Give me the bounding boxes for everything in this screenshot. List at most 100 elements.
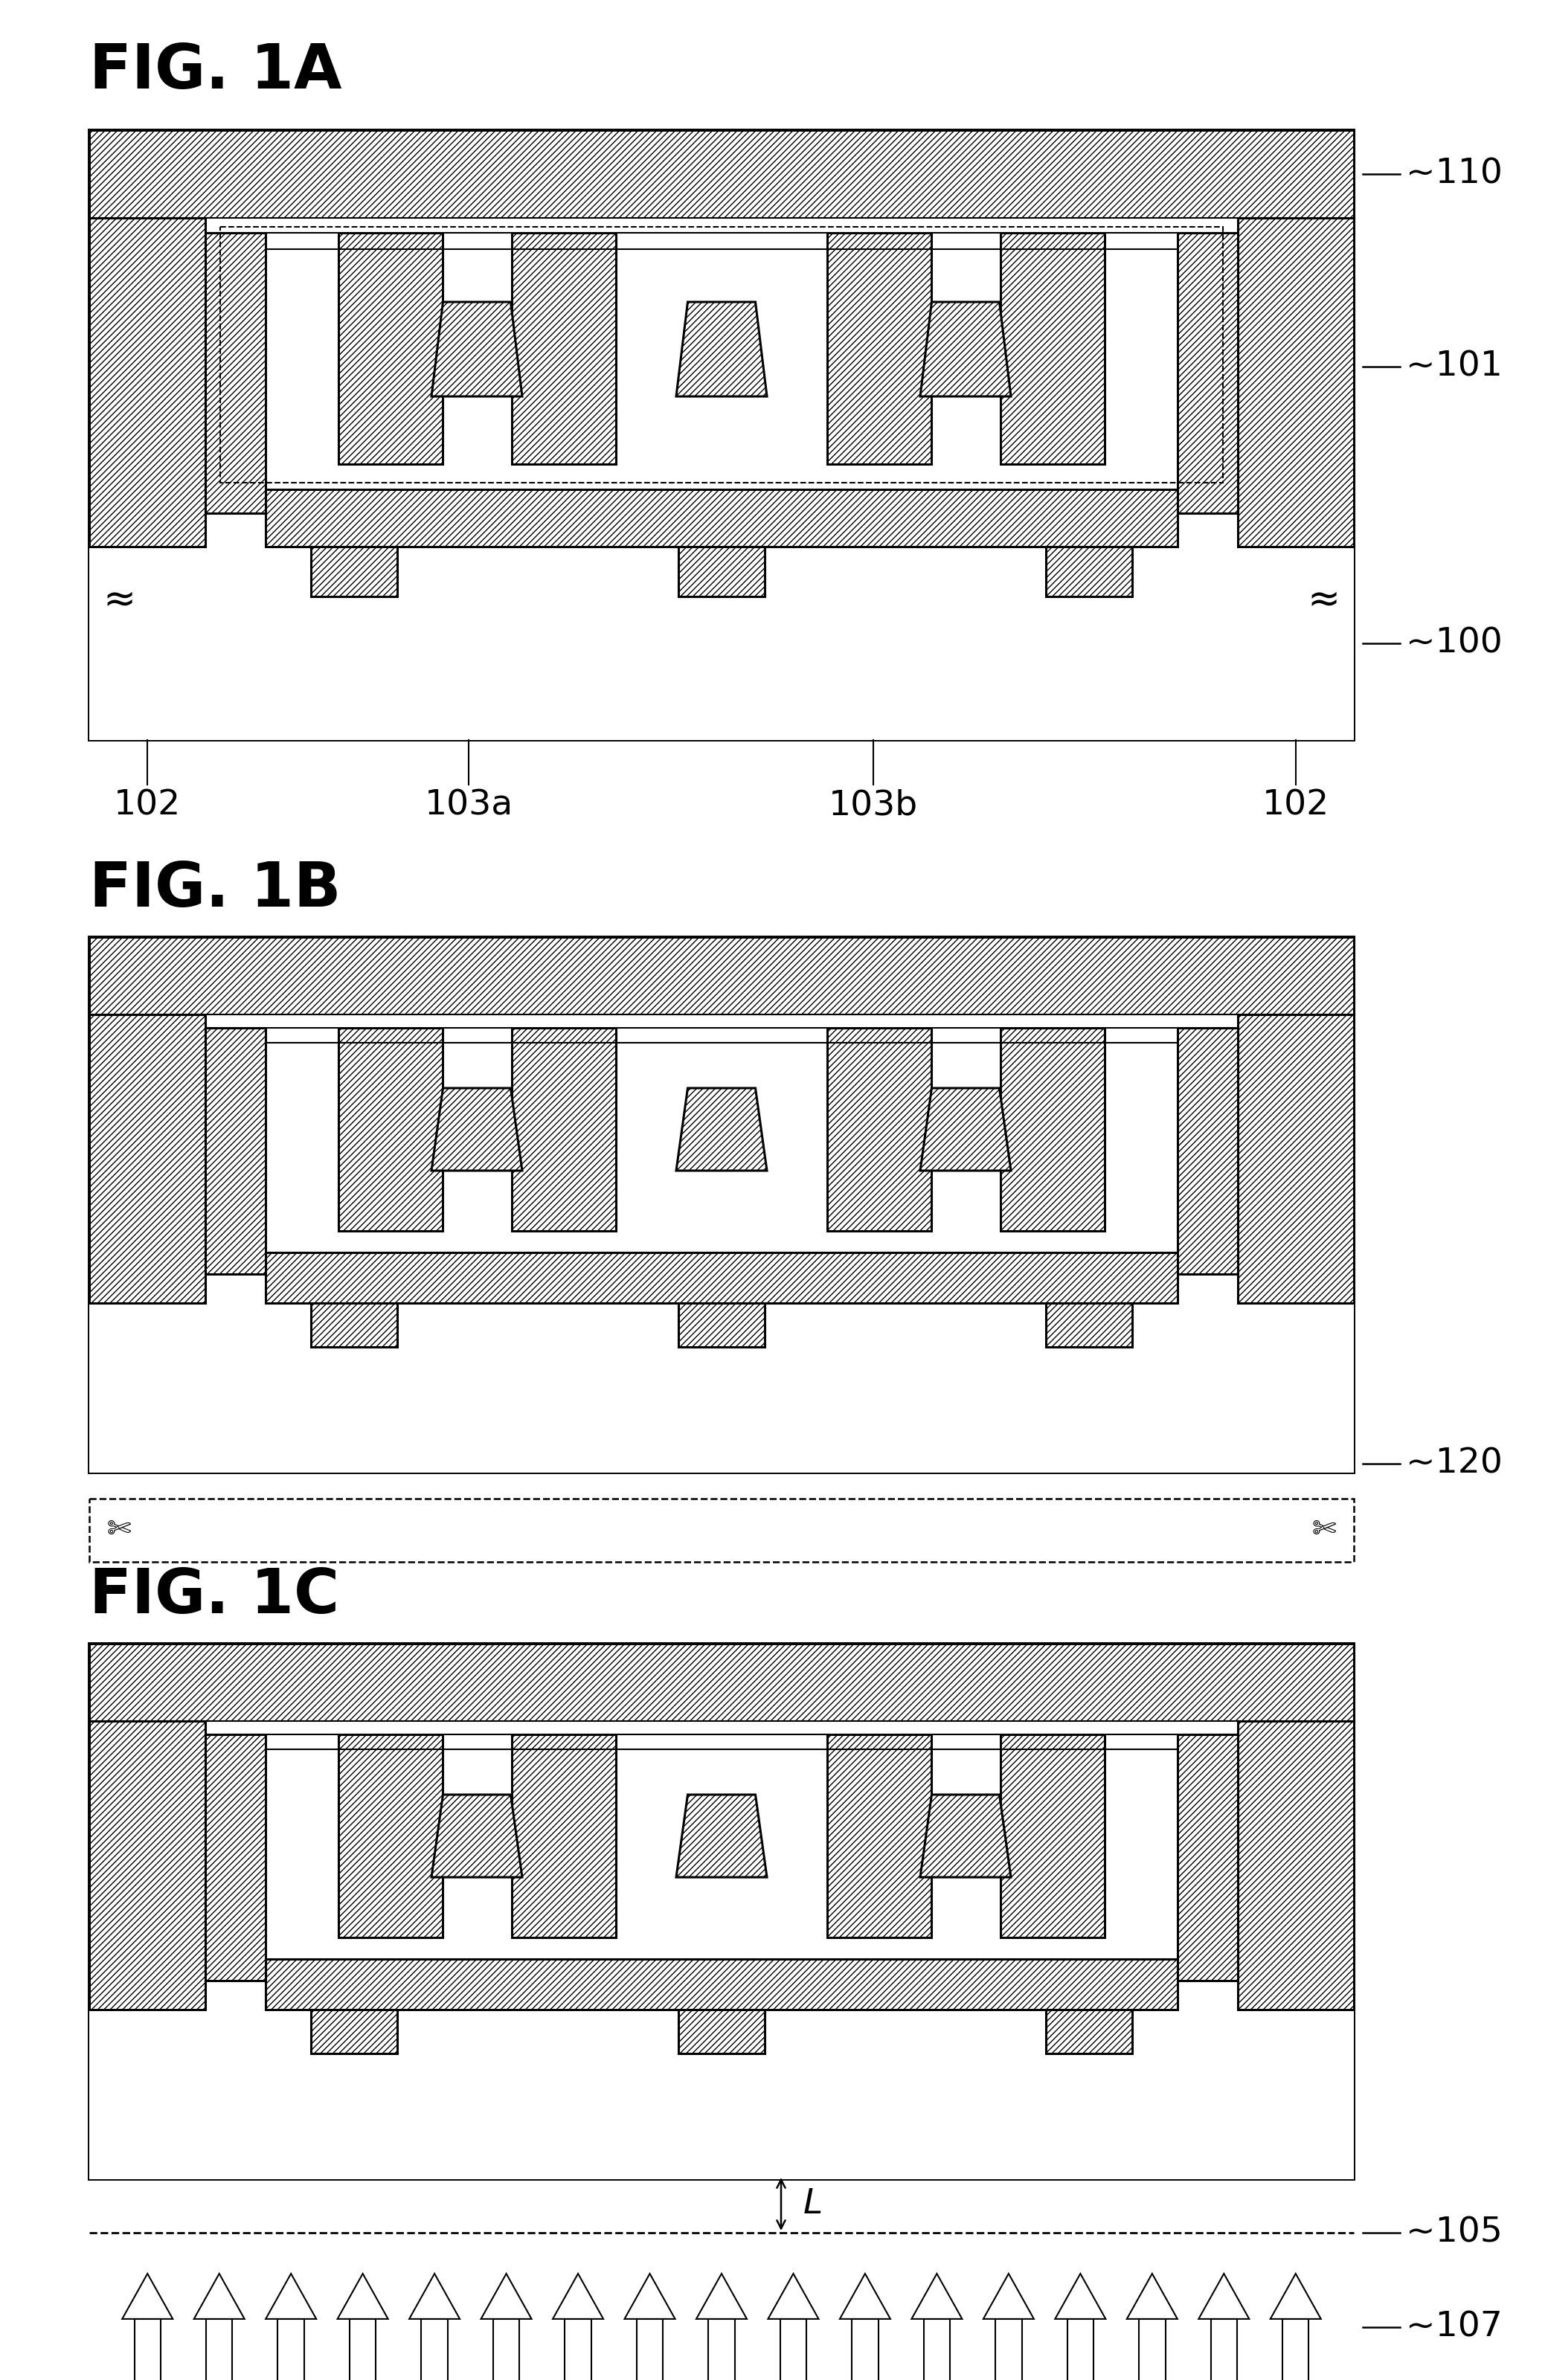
Bar xyxy=(1178,1028,1238,1273)
Bar xyxy=(1282,2318,1308,2380)
Bar xyxy=(90,131,1354,219)
Bar xyxy=(1238,1014,1354,1304)
Bar xyxy=(1000,1735,1105,1937)
Text: 102: 102 xyxy=(113,788,181,821)
Bar xyxy=(135,2318,161,2380)
Bar xyxy=(206,233,266,514)
Polygon shape xyxy=(768,2273,819,2318)
Polygon shape xyxy=(676,302,766,397)
Bar xyxy=(339,1735,443,1937)
Bar xyxy=(636,2318,663,2380)
Text: ≈: ≈ xyxy=(102,581,136,619)
Polygon shape xyxy=(122,2273,173,2318)
Polygon shape xyxy=(1198,2273,1249,2318)
Bar xyxy=(206,1735,266,1980)
Bar xyxy=(164,219,1280,233)
Text: ~100: ~100 xyxy=(1406,626,1503,659)
Text: ~105: ~105 xyxy=(1406,2216,1503,2249)
Polygon shape xyxy=(920,1795,1011,1878)
Text: FIG. 1B: FIG. 1B xyxy=(90,859,341,919)
Bar xyxy=(827,233,932,464)
Polygon shape xyxy=(676,1088,766,1171)
Bar xyxy=(90,2009,1354,2180)
Text: ~101: ~101 xyxy=(1406,350,1503,383)
Bar xyxy=(90,1014,206,1304)
Bar xyxy=(851,2318,878,2380)
Bar xyxy=(995,2318,1022,2380)
Bar xyxy=(1067,2318,1093,2380)
Bar xyxy=(827,1028,932,1230)
Text: FIG. 1C: FIG. 1C xyxy=(90,1566,339,1626)
Text: ~110: ~110 xyxy=(1406,157,1503,190)
Bar xyxy=(678,2009,765,2054)
Bar xyxy=(90,1499,1354,1561)
Polygon shape xyxy=(194,2273,245,2318)
Bar xyxy=(90,1645,1354,1721)
Bar xyxy=(512,1028,616,1230)
Polygon shape xyxy=(266,2273,316,2318)
Bar xyxy=(512,1735,616,1937)
Bar xyxy=(1178,233,1238,514)
Bar xyxy=(1000,233,1105,464)
Bar xyxy=(164,1014,1280,1028)
Bar xyxy=(565,2318,591,2380)
Bar xyxy=(678,1304,765,1347)
Bar xyxy=(924,2318,950,2380)
Bar xyxy=(277,2318,303,2380)
Bar xyxy=(90,547,1354,740)
Bar xyxy=(90,1304,1354,1473)
Bar xyxy=(164,1721,1280,1735)
Polygon shape xyxy=(481,2273,531,2318)
Bar xyxy=(1238,1721,1354,2009)
Polygon shape xyxy=(337,2273,389,2318)
Bar xyxy=(220,226,1223,483)
Polygon shape xyxy=(697,2273,746,2318)
Polygon shape xyxy=(920,302,1011,397)
Bar xyxy=(266,1959,1178,2009)
Bar xyxy=(1046,1304,1132,1347)
Polygon shape xyxy=(676,1795,766,1878)
Polygon shape xyxy=(839,2273,890,2318)
Bar xyxy=(494,2318,520,2380)
Bar xyxy=(421,2318,447,2380)
Bar xyxy=(1000,1028,1105,1230)
Text: 103a: 103a xyxy=(424,788,512,821)
Bar xyxy=(827,1735,932,1937)
Bar xyxy=(90,1721,206,2009)
Polygon shape xyxy=(1271,2273,1320,2318)
Text: ✄: ✄ xyxy=(1313,1516,1336,1545)
Text: ≈: ≈ xyxy=(1308,581,1341,619)
Polygon shape xyxy=(432,302,522,397)
Bar xyxy=(90,1645,1354,2180)
Polygon shape xyxy=(1056,2273,1105,2318)
Polygon shape xyxy=(432,1795,522,1878)
Polygon shape xyxy=(983,2273,1034,2318)
Bar xyxy=(1046,547,1132,597)
Text: 103b: 103b xyxy=(828,788,918,821)
Bar xyxy=(90,938,1354,1473)
Bar xyxy=(350,2318,376,2380)
Text: 102: 102 xyxy=(1262,788,1330,821)
Polygon shape xyxy=(432,1088,522,1171)
Text: ~120: ~120 xyxy=(1406,1447,1503,1480)
Bar xyxy=(90,938,1354,1014)
Polygon shape xyxy=(624,2273,675,2318)
Text: FIG. 1A: FIG. 1A xyxy=(90,40,342,100)
Bar xyxy=(678,547,765,597)
Bar xyxy=(709,2318,735,2380)
Text: ~107: ~107 xyxy=(1406,2311,1503,2344)
Bar xyxy=(1238,219,1354,547)
Bar xyxy=(90,219,206,547)
Bar xyxy=(206,2318,232,2380)
Polygon shape xyxy=(920,1088,1011,1171)
Bar xyxy=(90,131,1354,740)
Bar xyxy=(311,2009,398,2054)
Bar xyxy=(1139,2318,1166,2380)
Bar xyxy=(780,2318,807,2380)
Text: L: L xyxy=(803,2187,824,2221)
Bar xyxy=(1046,2009,1132,2054)
Bar xyxy=(311,547,398,597)
Bar xyxy=(512,233,616,464)
Text: ✄: ✄ xyxy=(107,1516,132,1545)
Polygon shape xyxy=(553,2273,604,2318)
